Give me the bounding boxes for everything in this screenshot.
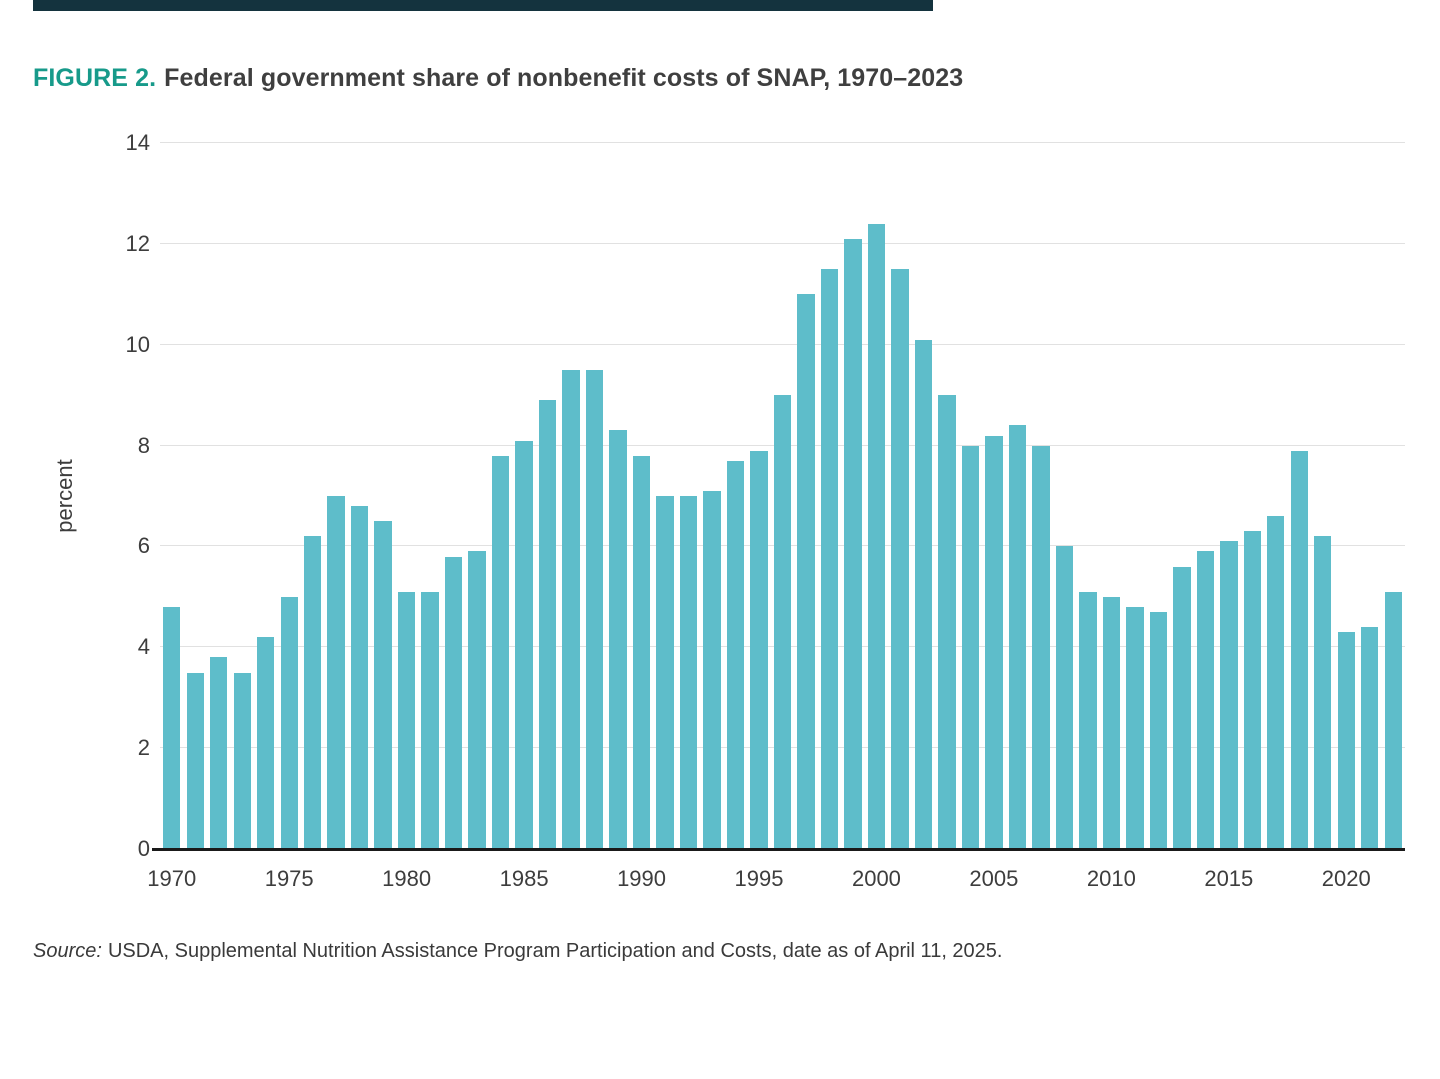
- bar-1976: [303, 536, 322, 849]
- gridline-14: [160, 142, 1405, 143]
- source-prefix: Source:: [33, 940, 102, 962]
- bar-2021: [1361, 627, 1379, 849]
- bar-1995: [750, 450, 768, 849]
- x-axis-line: [152, 848, 1405, 851]
- x-tick-1975: 1975: [264, 866, 314, 891]
- bar-2004: [961, 445, 980, 849]
- bar-1973: [233, 672, 251, 849]
- x-tick-1970: 1970: [147, 866, 197, 891]
- bar-1970: [163, 606, 181, 849]
- y-axis-label: percent: [52, 459, 77, 533]
- bar-1981: [421, 591, 439, 849]
- bar-2002: [914, 339, 933, 849]
- bar-1977: [327, 496, 345, 849]
- bar-2009: [1079, 591, 1097, 849]
- x-tick-1995: 1995: [734, 866, 784, 891]
- x-tick-2015: 2015: [1204, 866, 1254, 891]
- bar-1997: [797, 294, 815, 849]
- bar-1996: [773, 395, 792, 849]
- bar-1974: [257, 637, 275, 849]
- bar-2003: [938, 395, 956, 849]
- bar-2019: [1314, 536, 1332, 849]
- x-tick-2005: 2005: [969, 866, 1019, 891]
- source-text: USDA, Supplemental Nutrition Assistance …: [107, 940, 1003, 962]
- bar-2010: [1102, 596, 1121, 849]
- x-tick-2010: 2010: [1086, 866, 1136, 891]
- y-tick-2: 2: [137, 735, 150, 761]
- bar-1990: [632, 455, 651, 849]
- bar-2012: [1149, 612, 1168, 849]
- figure-number-label: FIGURE 2.: [33, 64, 157, 92]
- bar-2015: [1220, 541, 1238, 849]
- bar-1980: [397, 591, 416, 849]
- top-decoration-bar: [33, 0, 933, 11]
- figure-title: FIGURE 2. Federal government share of non…: [33, 64, 963, 93]
- y-tick-10: 10: [125, 331, 150, 357]
- y-tick-6: 6: [137, 533, 150, 559]
- y-tick-0: 0: [137, 836, 150, 861]
- bar-1986: [538, 400, 557, 849]
- bar-1991: [656, 496, 674, 849]
- bar-1979: [374, 521, 392, 849]
- bar-1978: [350, 506, 369, 849]
- bar-1984: [491, 455, 510, 849]
- bar-2014: [1196, 551, 1214, 849]
- y-tick-8: 8: [137, 432, 150, 458]
- bar-2008: [1055, 546, 1074, 849]
- source-note: Source: USDA, Supplemental Nutrition Assi…: [33, 940, 1002, 963]
- bar-1999: [844, 238, 862, 849]
- bar-2007: [1032, 445, 1050, 849]
- x-tick-2020: 2020: [1321, 866, 1371, 891]
- bar-2005: [985, 435, 1003, 849]
- x-tick-1985: 1985: [499, 866, 549, 891]
- figure-title-text: Federal government share of nonbenefit c…: [164, 64, 964, 92]
- bar-2001: [891, 269, 909, 849]
- bar-1993: [703, 490, 721, 849]
- bar-2000: [867, 223, 886, 849]
- plot-area: [152, 142, 1405, 851]
- bar-1998: [820, 269, 839, 849]
- gridline-12: [160, 242, 1405, 244]
- bar-1987: [562, 369, 580, 849]
- y-tick-4: 4: [137, 634, 150, 660]
- bar-1972: [210, 657, 228, 849]
- bar-2018: [1290, 450, 1308, 849]
- bar-1983: [468, 551, 486, 849]
- bar-2011: [1126, 606, 1144, 849]
- bar-2013: [1173, 566, 1191, 849]
- bar-1971: [186, 672, 204, 849]
- x-tick-1980: 1980: [382, 866, 432, 891]
- bar-1975: [280, 596, 298, 849]
- x-tick-2000: 2000: [851, 866, 901, 891]
- bar-2006: [1008, 425, 1027, 849]
- bar-1982: [444, 556, 463, 849]
- bar-2022: [1384, 591, 1402, 849]
- bar-1994: [726, 460, 745, 849]
- bar-1988: [585, 369, 604, 849]
- bar-2017: [1267, 516, 1285, 849]
- gridline-10: [160, 343, 1405, 345]
- y-tick-14: 14: [125, 130, 150, 155]
- bar-1992: [679, 496, 698, 849]
- bar-2020: [1337, 632, 1355, 849]
- x-tick-1990: 1990: [617, 866, 667, 891]
- bar-2016: [1243, 531, 1261, 849]
- y-tick-12: 12: [125, 230, 150, 256]
- bar-1985: [515, 440, 533, 849]
- bar-1989: [609, 430, 627, 849]
